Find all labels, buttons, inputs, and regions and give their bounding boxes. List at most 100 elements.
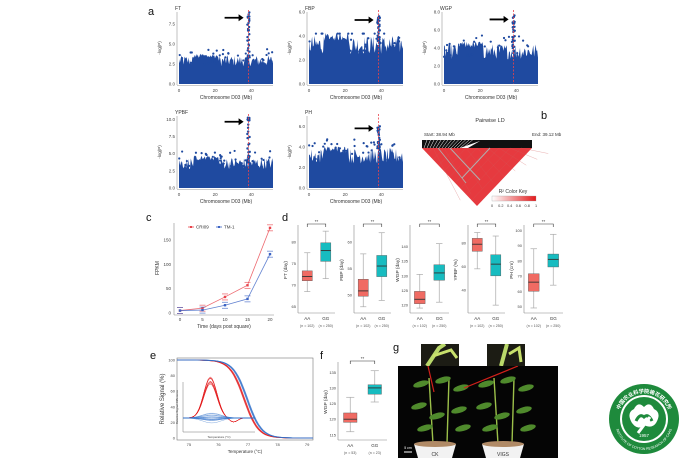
legend-marker (218, 226, 220, 228)
snp-point (359, 49, 363, 52)
ld-heatmap: Pairwise LD Start: 38.94 Mb End: 39.12 Mb R… (422, 118, 562, 208)
chart-title: WGP (440, 6, 453, 12)
significance-bracket (476, 223, 497, 227)
group-n-label: (n = 250) (546, 324, 560, 328)
snp-point (229, 164, 233, 168)
y-tick-label: 135 (401, 259, 408, 264)
snp-point (314, 46, 317, 50)
snp-link-line (450, 139, 459, 149)
snp-link-line (459, 139, 470, 149)
color-key-tick: 0.2 (498, 204, 503, 208)
pot-label: VIGS (497, 452, 510, 458)
y-axis-label: -log(P) (157, 41, 162, 55)
ld-grid-line (432, 147, 445, 160)
leaf (453, 384, 469, 392)
snp-point (194, 151, 198, 154)
y-tick-label: 50 (348, 293, 353, 298)
panel-letter-a: a (148, 6, 155, 18)
chart-title: YPBF (175, 110, 188, 116)
data-point (268, 252, 272, 256)
group-n-label: (n = 102) (470, 324, 484, 328)
data-point (246, 284, 249, 287)
snp-point (386, 50, 390, 53)
snp-point (311, 144, 314, 148)
snp-point (260, 165, 263, 168)
leaf (455, 424, 471, 432)
snp-point (396, 46, 399, 49)
y-tick-label: 80 (292, 239, 297, 244)
leaf (500, 376, 516, 384)
snp-point (211, 60, 214, 63)
soil (482, 441, 524, 447)
y-tick-label: 6.0 (299, 10, 306, 15)
snp-point (188, 164, 191, 167)
color-key-bar (491, 195, 537, 202)
snp-point (207, 48, 210, 51)
y-axis-label: -log(P) (287, 41, 292, 55)
snp-point (180, 57, 184, 60)
x-tick-label: 10 (222, 317, 228, 322)
snp-density-area (444, 41, 538, 84)
y-tick-label: 75 (292, 261, 297, 266)
snp-point (496, 46, 499, 49)
snp-point (380, 143, 383, 146)
panel-letter-e: e (150, 350, 157, 362)
x-tick-label: 40 (379, 192, 385, 197)
ld-grid-line (487, 147, 516, 172)
x-tick-label: 78 (275, 442, 280, 447)
snp-point (483, 45, 486, 48)
snp-link-line (444, 139, 452, 149)
y-tick-label: 70 (518, 274, 523, 279)
snp-point (199, 162, 203, 165)
snp-point (516, 52, 519, 55)
x-tick-label: 0 (179, 317, 182, 322)
x-tick-label: 0 (178, 192, 181, 197)
group-n-label: (n = 250) (489, 324, 503, 328)
snp-point (459, 43, 462, 46)
y-tick-label: 115 (330, 432, 337, 437)
snp-point (367, 37, 370, 40)
snp-point (448, 42, 451, 45)
x-axis-label: Time (days post square) (197, 324, 251, 330)
y-tick-label: 55 (348, 266, 353, 271)
ld-grid-line (432, 147, 461, 201)
ld-grid-line (465, 147, 511, 195)
snp-point (227, 52, 230, 55)
x-tick-label: 79 (305, 442, 310, 447)
logo-year: 1957 (639, 433, 650, 438)
snp-point (341, 41, 344, 44)
snp-point (521, 39, 525, 42)
snp-point (211, 155, 214, 158)
peak-snp-point (246, 147, 249, 150)
plant-stem (446, 377, 450, 445)
y-axis-label: WGP (day) (323, 390, 329, 414)
ld-grid-line (443, 147, 472, 195)
data-point (223, 295, 227, 299)
arrow-head-icon (503, 15, 509, 23)
snp-point (445, 49, 448, 52)
snp-point (373, 143, 376, 146)
y-axis-label: PH (cm) (509, 261, 515, 279)
snp-point (353, 138, 356, 141)
significance-bracket (349, 360, 376, 364)
color-key-tick: 0.4 (507, 204, 512, 208)
ld-block-line (437, 147, 467, 184)
arrow-head-icon (368, 124, 374, 132)
peak-snp-point (246, 132, 249, 136)
y-tick-label: 8.0 (434, 10, 441, 15)
box-gg (547, 253, 559, 268)
snp-point (266, 48, 269, 51)
snp-point (362, 32, 365, 35)
snp-point (398, 40, 401, 43)
snp-point (327, 39, 330, 43)
peak-snp-point (378, 149, 382, 152)
ld-grid-line (427, 147, 434, 154)
ld-title: Pairwise LD (475, 118, 504, 124)
snp-point (461, 46, 464, 49)
y-tick-label: 100 (515, 228, 522, 233)
ld-grid-line (465, 147, 494, 183)
snp-point (269, 59, 272, 62)
snp-point (323, 50, 326, 53)
snp-point (353, 144, 356, 148)
ld-grid-line (476, 147, 505, 177)
